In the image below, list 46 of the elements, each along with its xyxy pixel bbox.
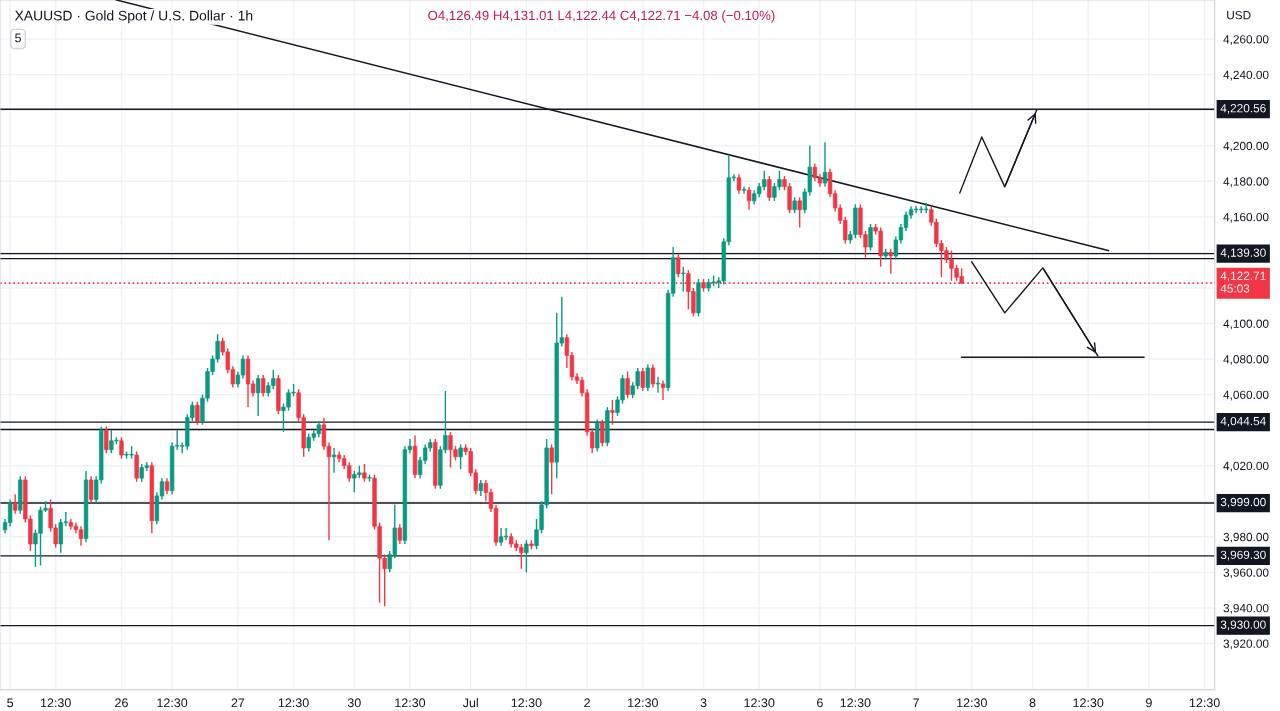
annotation: 5 [15,33,21,43]
y-tick-label: 4,080.00 [1223,355,1269,365]
x-tick-label: 3 [700,698,707,708]
x-tick-label: 26 [115,698,128,708]
x-tick-label: 12:30 [1189,698,1220,708]
text: O4,126.49 H4,131.01 L4,122.44 C4,122.71 −4.08 (−0.10%) [428,10,775,23]
x-tick-label: 6 [817,698,823,708]
ref-line-label: 3,999.00 [1220,497,1266,508]
x-tick-label: 12:30 [157,698,188,708]
ref-line-label: 4,044.54 [1220,416,1266,427]
x-tick-label: Jul [462,698,478,708]
x-tick-label: 12:30 [278,698,309,708]
text: USD [1227,10,1251,20]
y-tick-label: 4,240.00 [1223,70,1269,81]
x-tick-label: 12:30 [511,698,542,708]
x-tick-label: 12:30 [957,698,987,708]
y-tick-label: 4,160.00 [1223,212,1269,223]
x-tick-label: 12:30 [395,698,426,708]
x-tick-label: 8 [1029,698,1036,708]
x-tick-label: 12:30 [1073,698,1104,708]
y-tick-label: 4,100.00 [1223,319,1269,330]
x-tick-label: 12:30 [40,698,71,708]
y-tick-label: 3,980.00 [1223,532,1269,543]
x-tick-label: 12:30 [840,698,871,708]
y-tick-label: 4,020.00 [1223,461,1269,472]
x-tick-label: 2 [584,698,590,708]
y-tick-label: 4,200.00 [1223,141,1269,152]
ref-line-label: 4,122.71 45:03 [1220,271,1266,293]
y-tick-label: 3,920.00 [1223,639,1269,650]
ref-line-label: 3,930.00 [1220,620,1266,631]
x-tick-label: 30 [347,698,361,708]
ref-line-label: 3,969.30 [1220,550,1266,561]
x-tick-label: 5 [7,698,14,708]
y-tick-label: 4,060.00 [1223,390,1269,401]
y-tick-label: 4,260.00 [1223,35,1269,45]
y-tick-label: 4,180.00 [1223,177,1269,188]
y-tick-label: 3,940.00 [1223,603,1269,614]
text: XAUUSD · Gold Spot / U.S. Dollar · 1h [14,10,253,24]
x-tick-label: 12:30 [744,698,775,708]
x-tick-label: 9 [1146,698,1152,708]
ref-line-label: 4,220.56 [1220,104,1266,114]
x-tick-label: 12:30 [628,698,658,708]
ref-line-label: 4,139.30 [1220,248,1266,259]
x-tick-label: 7 [913,698,919,708]
y-tick-label: 3,960.00 [1223,568,1269,579]
x-tick-label: 27 [231,698,245,708]
